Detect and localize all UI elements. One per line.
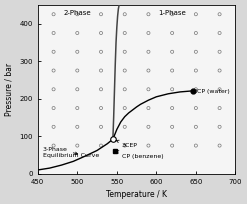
Point [194, 69, 198, 72]
Point [99, 125, 103, 129]
Point [146, 69, 150, 72]
Point [99, 69, 103, 72]
Point [75, 50, 79, 53]
Point [170, 31, 174, 35]
Point [123, 13, 127, 16]
Point [52, 31, 56, 35]
Point [99, 106, 103, 110]
Point [99, 50, 103, 53]
Point [146, 88, 150, 91]
Point [218, 50, 222, 53]
Point [218, 69, 222, 72]
Point [75, 31, 79, 35]
Point [99, 144, 103, 147]
Point [146, 144, 150, 147]
Text: CP (benzene): CP (benzene) [116, 151, 163, 159]
Point [123, 69, 127, 72]
Point [52, 88, 56, 91]
Point [170, 106, 174, 110]
Point [75, 13, 79, 16]
Point [218, 31, 222, 35]
Point [123, 50, 127, 53]
Point [75, 69, 79, 72]
Point [123, 106, 127, 110]
Point [123, 125, 127, 129]
Point [52, 125, 56, 129]
Text: 3CEP: 3CEP [116, 140, 137, 148]
Text: 3-Phase
Equilibrium Curve: 3-Phase Equilibrium Curve [42, 147, 99, 157]
Point [52, 13, 56, 16]
Point [99, 31, 103, 35]
Point [170, 144, 174, 147]
Point [218, 106, 222, 110]
Point [75, 106, 79, 110]
Point [75, 144, 79, 147]
Point [218, 88, 222, 91]
Text: 1-Phase: 1-Phase [158, 10, 186, 17]
Y-axis label: Pressure / bar: Pressure / bar [5, 63, 14, 116]
Point [218, 13, 222, 16]
Point [52, 106, 56, 110]
Point [75, 88, 79, 91]
Point [170, 69, 174, 72]
Point [170, 50, 174, 53]
Point [194, 50, 198, 53]
Point [52, 144, 56, 147]
Point [123, 31, 127, 35]
Point [194, 88, 198, 91]
X-axis label: Temperature / K: Temperature / K [106, 190, 167, 199]
Point [99, 88, 103, 91]
Point [218, 144, 222, 147]
Point [170, 125, 174, 129]
Point [146, 13, 150, 16]
Point [146, 106, 150, 110]
Point [123, 88, 127, 91]
Point [218, 125, 222, 129]
Point [194, 125, 198, 129]
Point [75, 125, 79, 129]
Text: CP (water): CP (water) [194, 89, 229, 94]
Point [170, 13, 174, 16]
Point [99, 13, 103, 16]
Point [194, 144, 198, 147]
Point [146, 125, 150, 129]
Point [146, 50, 150, 53]
Point [194, 31, 198, 35]
Point [146, 31, 150, 35]
Point [194, 13, 198, 16]
Point [52, 50, 56, 53]
Point [170, 88, 174, 91]
Point [52, 69, 56, 72]
Text: 2-Phase: 2-Phase [63, 10, 91, 17]
Point [123, 144, 127, 147]
Point [194, 106, 198, 110]
